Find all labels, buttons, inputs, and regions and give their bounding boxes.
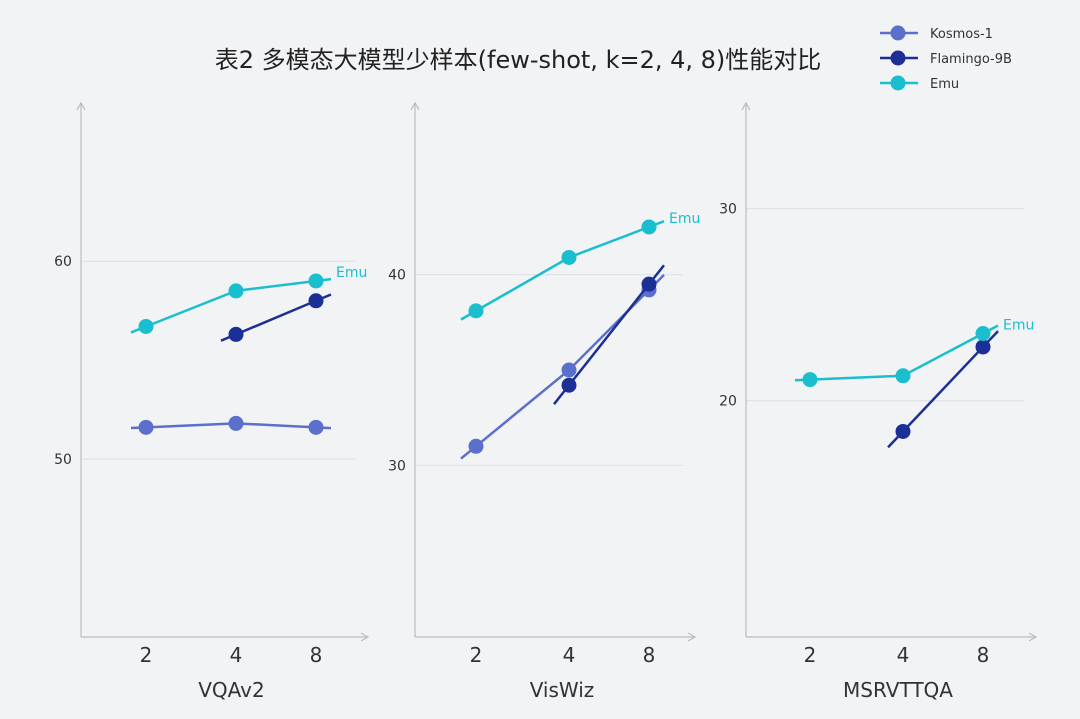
x-tick-label: 4: [230, 643, 243, 667]
x-axis-arrow: [1028, 632, 1038, 642]
series-inline-label: Emu: [669, 211, 700, 227]
x-tick-label: 4: [897, 643, 910, 667]
legend-marker: [890, 75, 906, 91]
y-tick-label: 40: [388, 268, 406, 284]
chart-legend: Kosmos-1 Flamingo-9B Emu: [880, 25, 1012, 92]
y-tick-label: 30: [388, 458, 406, 474]
data-point: [308, 419, 324, 435]
data-point: [895, 368, 911, 384]
data-point: [802, 372, 818, 388]
x-axis-arrow: [687, 632, 697, 642]
y-axis-arrow: [76, 101, 86, 111]
data-point: [468, 438, 484, 454]
x-tick-label: 8: [310, 643, 323, 667]
data-point: [138, 318, 154, 334]
y-tick-label: 30: [719, 202, 737, 218]
data-point: [228, 326, 244, 342]
data-point: [228, 283, 244, 299]
legend-marker: [890, 25, 906, 41]
legend-label: Flamingo-9B: [930, 52, 1012, 67]
series-inline-label: Emu: [336, 265, 367, 281]
data-point: [138, 419, 154, 435]
x-tick-label: 2: [804, 643, 817, 667]
x-tick-label: 8: [977, 643, 990, 667]
data-point: [468, 303, 484, 319]
series-inline-label: Emu: [1003, 318, 1034, 334]
series-line: [553, 264, 665, 405]
data-point: [308, 273, 324, 289]
data-point: [561, 362, 577, 378]
x-tick-label: 4: [563, 643, 576, 667]
y-axis-arrow: [410, 101, 420, 111]
legend-label: Kosmos-1: [930, 27, 993, 42]
y-tick-label: 50: [54, 452, 72, 468]
legend-label: Emu: [930, 77, 959, 92]
data-point: [975, 339, 991, 355]
x-tick-label: 8: [643, 643, 656, 667]
x-tick-label: 2: [140, 643, 153, 667]
x-axis-label: VQAv2: [198, 678, 265, 702]
data-point: [308, 293, 324, 309]
y-tick-label: 60: [54, 254, 72, 270]
x-axis-arrow: [360, 632, 370, 642]
data-point: [561, 249, 577, 265]
data-point: [975, 326, 991, 342]
series-line: [220, 293, 332, 342]
x-axis-label: MSRVTTQA: [843, 678, 953, 702]
y-tick-label: 20: [719, 394, 737, 410]
data-point: [561, 377, 577, 393]
x-axis-label: VisWiz: [530, 678, 595, 702]
chart-panel: 50 60 2 4 8 VQAv2 Emu: [54, 101, 370, 702]
y-axis-arrow: [741, 101, 751, 111]
chart-title: 表2 多模态大模型少样本(few-shot, k=2, 4, 8)性能对比: [215, 46, 822, 74]
data-point: [228, 415, 244, 431]
series-line: [887, 330, 999, 449]
data-point: [641, 276, 657, 292]
x-tick-label: 2: [470, 643, 483, 667]
data-point: [641, 219, 657, 235]
chart-panel: 20 30 2 4 8 MSRVTTQA Emu: [719, 101, 1038, 702]
data-point: [895, 423, 911, 439]
legend-marker: [890, 50, 906, 66]
